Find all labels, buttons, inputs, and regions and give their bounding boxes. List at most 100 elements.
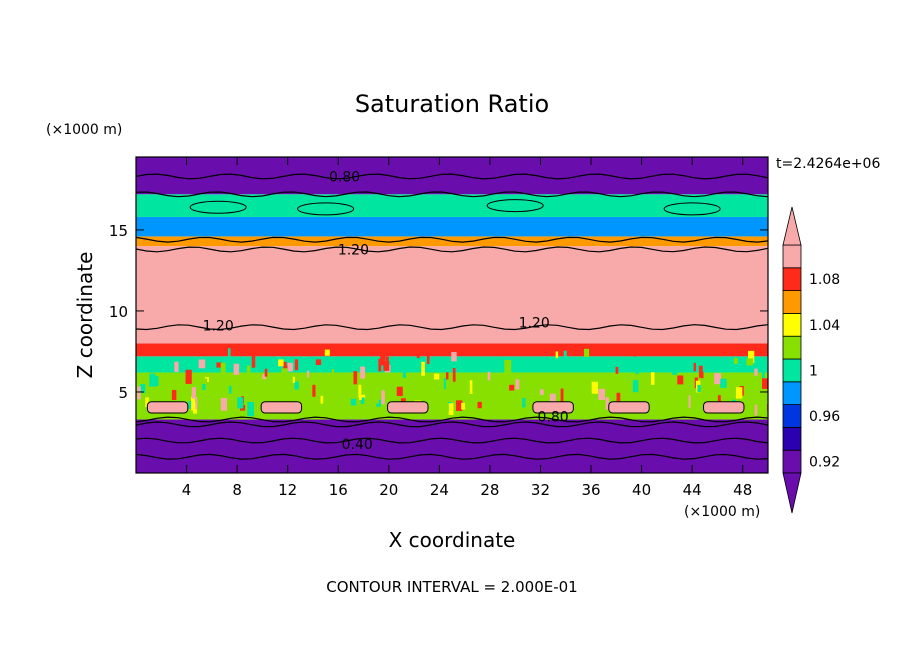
turbulence-streak xyxy=(605,374,611,385)
x-tick-label: 8 xyxy=(232,481,242,499)
cloud-cell-0 xyxy=(146,401,189,414)
turbulence-streak xyxy=(154,375,159,387)
turbulence-streak xyxy=(191,387,196,399)
turbulence-streak xyxy=(264,368,268,377)
turbulence-streak xyxy=(292,376,296,383)
cloud-cell-1 xyxy=(260,401,303,414)
turbulence-streak xyxy=(539,389,544,395)
y-axis-label: Z coordinate xyxy=(73,252,97,379)
chart-title: Saturation Ratio xyxy=(355,90,549,118)
colorbar: 1.08 1.04 1 0.96 0.92 xyxy=(782,206,840,514)
turbulence-streak xyxy=(735,387,743,399)
turbulence-streak xyxy=(251,355,256,368)
turbulence-streak xyxy=(761,366,765,378)
turbulence-streak xyxy=(198,359,206,369)
contour-label: 1.20 xyxy=(203,319,234,335)
plot-frame xyxy=(135,156,769,474)
turbulence-streak xyxy=(509,384,515,391)
y-unit-label: (×1000 m) xyxy=(46,122,122,138)
x-unit-label: (×1000 m) xyxy=(684,504,760,520)
turbulence-streak xyxy=(331,390,336,402)
colorbar-swatch xyxy=(782,449,802,474)
colorbar-swatch xyxy=(782,267,802,291)
turbulence-streak xyxy=(445,372,449,380)
x-tick-label: 12 xyxy=(278,481,297,499)
turbulence-streak xyxy=(228,348,231,362)
x-tick-label: 28 xyxy=(480,481,499,499)
turbulence-streak xyxy=(582,404,587,411)
turbulence-streak xyxy=(185,369,192,384)
x-tick-label: 36 xyxy=(581,481,600,499)
turbulence-streak xyxy=(633,347,637,357)
contour-line xyxy=(136,246,768,253)
turbulence-streak xyxy=(137,386,141,400)
turbulence-streak xyxy=(452,368,456,382)
contour-line xyxy=(136,437,768,444)
turbulence-streak xyxy=(192,402,198,414)
turbulence-streak xyxy=(522,397,526,408)
contour-line xyxy=(136,236,768,243)
turbulence-streak xyxy=(375,396,379,404)
turbulence-streak xyxy=(188,400,192,409)
turbulence-streak xyxy=(402,368,407,378)
turbulence-streak xyxy=(605,397,609,410)
contour-line xyxy=(136,421,768,428)
contour-interval-note: CONTOUR INTERVAL = 2.000E-01 xyxy=(326,578,577,596)
turbulence-streak xyxy=(642,360,649,372)
time-label: t=2.4264e+06 xyxy=(776,156,880,172)
turbulence-streak xyxy=(677,375,684,385)
turbulence-streak xyxy=(635,363,639,375)
field-layer-4 xyxy=(136,246,768,344)
y-tick-label: 10 xyxy=(109,303,128,321)
turbulence-streak xyxy=(360,391,365,405)
turbulence-streak xyxy=(433,373,440,380)
field-layer-3 xyxy=(136,343,768,357)
x-tick-label: 32 xyxy=(531,481,550,499)
contour-label: 0.80 xyxy=(538,409,569,425)
upper-blob-2 xyxy=(486,199,544,213)
turbulence-streak xyxy=(560,388,564,404)
turbulence-streak xyxy=(477,401,482,409)
turbulence-streak xyxy=(237,397,244,409)
turbulence-streak xyxy=(360,366,366,379)
turbulence-streak xyxy=(757,389,760,402)
turbulence-streak xyxy=(145,397,149,408)
cloud-cell-3 xyxy=(532,401,574,414)
turbulence-streak xyxy=(688,395,691,409)
colorbar-swatch xyxy=(782,381,802,405)
turbulence-streak xyxy=(312,384,316,397)
turbulence-streak xyxy=(443,378,446,390)
turbulence-streak xyxy=(287,362,293,372)
x-tick-label: 24 xyxy=(430,481,449,499)
turbulence-streak xyxy=(584,348,590,357)
field-layer-7 xyxy=(136,194,768,217)
turbulence-streak xyxy=(733,358,738,364)
turbulence-streak xyxy=(320,395,324,404)
turbulence-streak xyxy=(383,361,390,371)
x-axis-label: X coordinate xyxy=(389,528,516,552)
turbulence-streak xyxy=(717,395,721,405)
x-tick-label: 44 xyxy=(683,481,702,499)
turbulence-streak xyxy=(202,381,206,390)
turbulence-streak xyxy=(665,378,671,387)
turbulence-streak xyxy=(315,359,322,365)
turbulence-streak xyxy=(191,396,195,411)
turbulence-streak xyxy=(754,368,758,376)
contour-lines xyxy=(136,173,768,460)
turbulence-streak xyxy=(698,365,703,378)
colorbar-top-arrow xyxy=(782,206,802,246)
cloud-cell-4 xyxy=(608,401,650,414)
turbulence-streak xyxy=(385,356,389,365)
contour-label: 0.80 xyxy=(329,169,360,185)
field-layer-0 xyxy=(136,419,768,473)
turbulence-streak xyxy=(361,381,367,395)
turbulence-streak xyxy=(294,381,299,390)
colorbar-swatch xyxy=(782,426,802,451)
turbulence-streak xyxy=(469,380,473,394)
turbulence-streak xyxy=(697,384,701,393)
x-tick-label: 16 xyxy=(329,481,348,499)
turbulence-streak xyxy=(381,390,385,405)
turbulence-streak xyxy=(615,366,619,374)
contour-line xyxy=(136,453,768,460)
contour-label: 1.20 xyxy=(519,315,550,331)
